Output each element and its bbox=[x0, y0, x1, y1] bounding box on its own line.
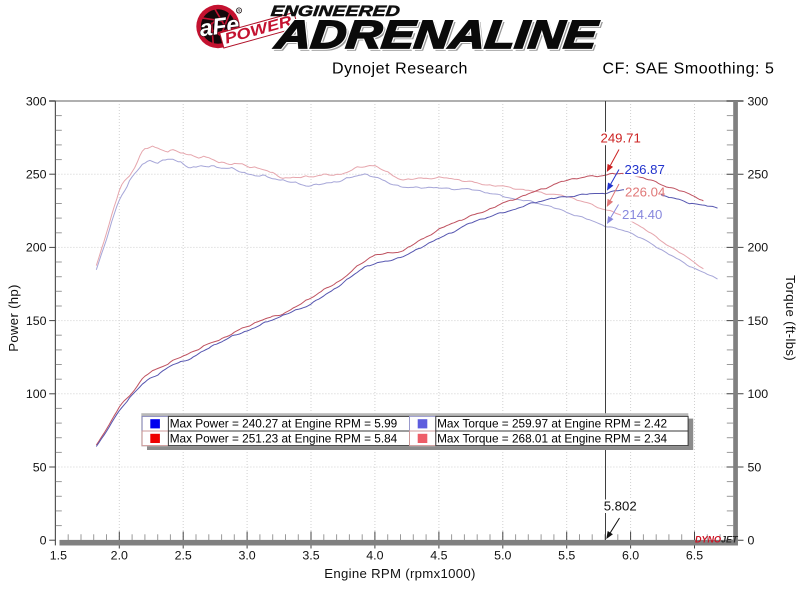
svg-text:ENGINEERED: ENGINEERED bbox=[270, 3, 401, 20]
svg-text:0: 0 bbox=[40, 534, 47, 548]
svg-text:Max Power = 251.23 at Engine R: Max Power = 251.23 at Engine RPM = 5.84 bbox=[170, 431, 398, 445]
svg-text:250: 250 bbox=[748, 168, 769, 182]
svg-text:214.40: 214.40 bbox=[622, 207, 662, 222]
svg-text:Max Torque = 268.01 at Engine: Max Torque = 268.01 at Engine RPM = 2.34 bbox=[437, 431, 667, 445]
svg-text:150: 150 bbox=[26, 314, 47, 328]
svg-text:236.87: 236.87 bbox=[625, 162, 665, 177]
svg-text:150: 150 bbox=[748, 314, 769, 328]
svg-text:249.71: 249.71 bbox=[601, 131, 641, 146]
svg-text:3.5: 3.5 bbox=[302, 549, 319, 563]
svg-text:100: 100 bbox=[26, 387, 47, 401]
svg-text:5.802: 5.802 bbox=[604, 499, 637, 514]
svg-text:Dynojet Research: Dynojet Research bbox=[332, 61, 468, 78]
svg-text:4.5: 4.5 bbox=[430, 549, 447, 563]
svg-text:5.5: 5.5 bbox=[558, 549, 575, 563]
svg-text:1.5: 1.5 bbox=[50, 549, 67, 563]
svg-text:5.0: 5.0 bbox=[494, 549, 511, 563]
svg-text:2.5: 2.5 bbox=[175, 549, 192, 563]
svg-text:50: 50 bbox=[33, 460, 47, 474]
svg-text:Power (hp): Power (hp) bbox=[6, 284, 21, 352]
svg-text:6.0: 6.0 bbox=[622, 549, 639, 563]
svg-text:300: 300 bbox=[748, 94, 769, 108]
svg-text:2.0: 2.0 bbox=[111, 549, 128, 563]
svg-text:Torque (ft-lbs): Torque (ft-lbs) bbox=[783, 275, 798, 361]
svg-text:Engine RPM (rpmx1000): Engine RPM (rpmx1000) bbox=[324, 566, 475, 581]
svg-text:250: 250 bbox=[26, 168, 47, 182]
svg-text:6.5: 6.5 bbox=[686, 549, 703, 563]
svg-text:50: 50 bbox=[748, 460, 762, 474]
svg-text:Max Power = 240.27 at Engine R: Max Power = 240.27 at Engine RPM = 5.99 bbox=[170, 417, 398, 431]
svg-text:ADRENALINE: ADRENALINE bbox=[272, 13, 601, 57]
svg-text:0: 0 bbox=[748, 534, 755, 548]
svg-text:Max Torque = 259.97 at Engine: Max Torque = 259.97 at Engine RPM = 2.42 bbox=[437, 417, 667, 431]
svg-text:226.04: 226.04 bbox=[625, 185, 665, 200]
svg-text:100: 100 bbox=[748, 387, 769, 401]
svg-text:CF: SAE Smoothing: 5: CF: SAE Smoothing: 5 bbox=[603, 61, 775, 78]
svg-text:300: 300 bbox=[26, 94, 47, 108]
svg-text:ADRENALINE: ADRENALINE bbox=[274, 15, 603, 59]
svg-text:200: 200 bbox=[26, 241, 47, 255]
svg-text:200: 200 bbox=[748, 241, 769, 255]
svg-text:ADRENALINE: ADRENALINE bbox=[272, 13, 601, 57]
svg-text:4.0: 4.0 bbox=[366, 549, 383, 563]
svg-text:R: R bbox=[237, 9, 241, 14]
svg-text:3.0: 3.0 bbox=[238, 549, 255, 563]
svg-text:DYNOJET: DYNOJET bbox=[695, 535, 739, 545]
